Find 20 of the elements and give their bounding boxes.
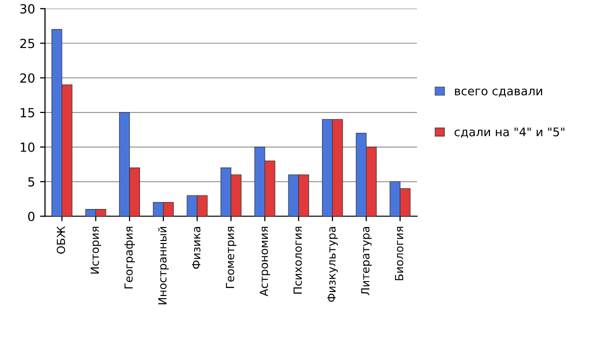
y-tick-label: 25 bbox=[20, 38, 34, 48]
x-tick-label: ОБЖ bbox=[56, 226, 66, 254]
x-tick-label: Физкультура bbox=[327, 226, 338, 302]
x-tick-label: Физика bbox=[192, 226, 200, 269]
y-tick-label: 5 bbox=[28, 177, 34, 187]
legend-label: сдали на "4" и "5" bbox=[454, 128, 564, 138]
x-tick-label: История bbox=[90, 226, 102, 274]
legend-label: всего сдавали bbox=[455, 88, 542, 97]
x-tick-label: География bbox=[124, 226, 135, 288]
y-tick-label: 30 bbox=[20, 4, 34, 14]
x-tick-label: Иностранный bbox=[158, 226, 169, 304]
x-tick-label: Геометрия bbox=[226, 226, 236, 288]
x-tick-label: Биология bbox=[395, 226, 404, 280]
x-tick-label: Психология bbox=[294, 226, 302, 294]
y-tick-label: 0 bbox=[28, 212, 34, 222]
y-tick-label: 15 bbox=[20, 108, 34, 118]
y-tick-label: 10 bbox=[20, 142, 34, 152]
y-tick-label: 20 bbox=[20, 73, 34, 83]
x-tick-label: Астрономия bbox=[260, 226, 270, 296]
x-tick-label: Литература bbox=[361, 226, 372, 296]
